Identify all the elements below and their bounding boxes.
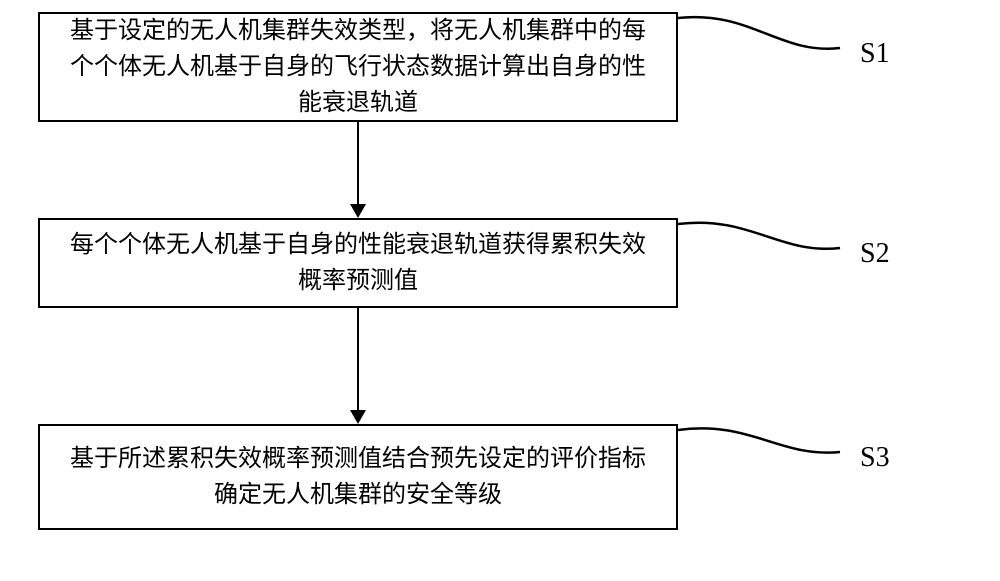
step-label-s3: S3 [860, 442, 890, 474]
step-label-s1: S1 [860, 38, 890, 70]
step-box-s2: 每个个体无人机基于自身的性能衰退轨道获得累积失效概率预测值 [38, 218, 678, 308]
step-text-s2: 每个个体无人机基于自身的性能衰退轨道获得累积失效概率预测值 [60, 227, 656, 299]
step-label-s2: S2 [860, 238, 890, 270]
step-text-s1: 基于设定的无人机集群失效类型，将无人机集群中的每个个体无人机基于自身的飞行状态数… [60, 13, 656, 121]
flowchart-container: 基于设定的无人机集群失效类型，将无人机集群中的每个个体无人机基于自身的飞行状态数… [0, 0, 1000, 581]
step-box-s3: 基于所述累积失效概率预测值结合预先设定的评价指标确定无人机集群的安全等级 [38, 424, 678, 530]
step-text-s3: 基于所述累积失效概率预测值结合预先设定的评价指标确定无人机集群的安全等级 [60, 441, 656, 513]
step-box-s1: 基于设定的无人机集群失效类型，将无人机集群中的每个个体无人机基于自身的飞行状态数… [38, 12, 678, 122]
